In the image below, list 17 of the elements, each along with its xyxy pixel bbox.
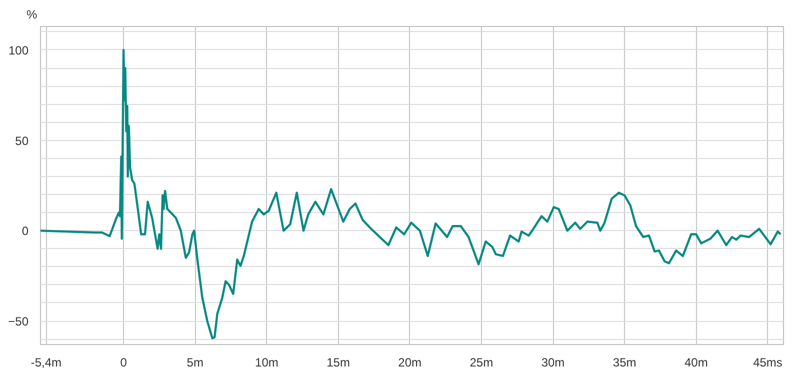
y-axis-title: % [26,8,38,22]
x-tick-label: 30m [541,356,565,370]
y-tick-label: −50 [8,314,29,329]
x-tick-label: 25m [470,356,494,370]
x-tick-label: 45ms [753,356,782,370]
x-tick-label: 10m [255,356,278,370]
line-series [40,48,782,340]
x-tick-label: 5m [186,356,204,370]
y-tick-label: 100 [8,43,29,58]
y-tick-label: 0 [22,224,29,238]
x-tick-label: 0 [120,356,128,370]
x-tick-label: -5,4m [30,356,62,370]
x-tick-label: 35m [612,356,636,370]
x-tick-label: 40m [684,356,708,370]
x-tick-label: 15m [326,356,350,370]
y-tick-label: 50 [15,134,29,148]
x-tick-label: 20m [398,356,422,370]
